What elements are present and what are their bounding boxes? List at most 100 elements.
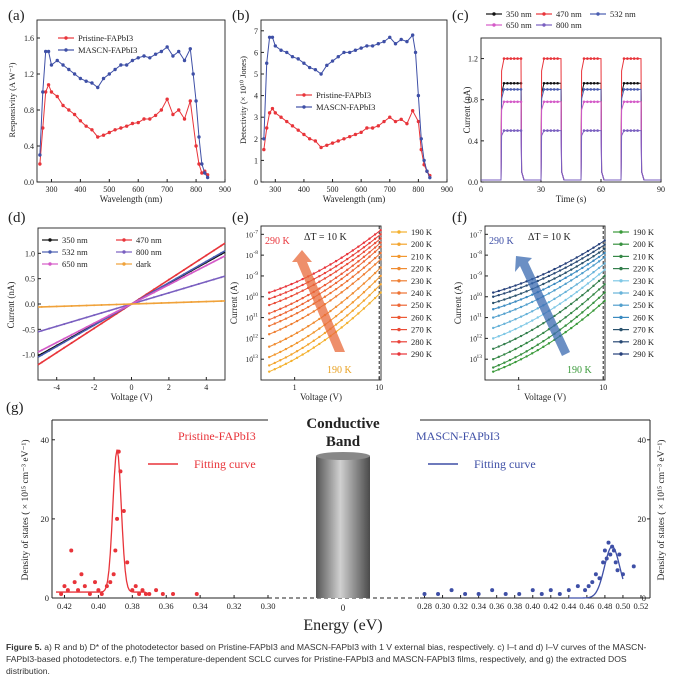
- data-point: [85, 304, 88, 307]
- data-point: [318, 287, 321, 290]
- data-point: [41, 90, 45, 94]
- center-label-line1: Conductive: [306, 416, 380, 432]
- data-point: [368, 302, 371, 305]
- data-point: [40, 329, 43, 332]
- data-point: [285, 50, 289, 55]
- x-tick-label: -4: [53, 383, 60, 392]
- data-point: [606, 540, 611, 545]
- data-point: [348, 50, 352, 55]
- data-point: [100, 322, 103, 325]
- data-point: [586, 81, 589, 85]
- data-point: [556, 81, 559, 85]
- data-point: [519, 325, 523, 328]
- data-point: [190, 272, 193, 275]
- x-tick-label: 30: [537, 185, 545, 194]
- data-point: [267, 364, 271, 367]
- data-point: [267, 355, 271, 359]
- data-point: [525, 295, 528, 299]
- data-point: [70, 333, 73, 336]
- data-point: [194, 144, 198, 148]
- data-point: [220, 276, 223, 279]
- legend-entry: 230 K: [411, 276, 433, 286]
- x-tick-label: 0.30: [435, 601, 450, 611]
- data-point: [379, 228, 382, 232]
- data-point: [301, 308, 304, 312]
- data-point: [632, 129, 636, 132]
- data-point: [379, 251, 382, 255]
- data-point: [603, 291, 606, 294]
- data-point: [586, 275, 590, 278]
- data-point: [48, 327, 51, 330]
- data-point: [547, 270, 551, 273]
- panel-letter: (f): [452, 210, 467, 226]
- y-tick-label: 0.0: [25, 300, 35, 309]
- data-point: [497, 300, 500, 303]
- data-point: [531, 338, 534, 341]
- data-point: [301, 328, 304, 331]
- data-point: [284, 325, 288, 328]
- plot-frame: [480, 37, 662, 183]
- data-point: [273, 310, 276, 313]
- x-tick-label: 700: [161, 185, 173, 194]
- data-point: [290, 322, 293, 326]
- data-point: [519, 298, 523, 301]
- data-point: [307, 299, 310, 302]
- data-point: [290, 282, 293, 286]
- data-point: [564, 330, 567, 334]
- data-point: [592, 293, 595, 296]
- x-tick-label: 0.36: [489, 601, 504, 611]
- data-point: [212, 249, 215, 252]
- data-point: [514, 360, 517, 364]
- data-point: [69, 548, 74, 553]
- data-point: [503, 365, 506, 369]
- legend-marker: [619, 230, 623, 234]
- y-tick-label: 5: [254, 70, 258, 79]
- data-point: [284, 356, 288, 359]
- data-point: [46, 49, 51, 54]
- data-point: [362, 299, 366, 302]
- y-tick-exponent: -12: [475, 333, 483, 339]
- data-point: [508, 302, 512, 305]
- data-point: [373, 263, 377, 266]
- data-point: [115, 307, 118, 310]
- x-tick-label: 4: [204, 383, 208, 392]
- data-point: [323, 338, 327, 342]
- data-point: [564, 282, 567, 286]
- data-point: [376, 42, 381, 46]
- data-point: [629, 129, 633, 132]
- y-tick-label: 10: [246, 355, 254, 364]
- data-point: [582, 57, 586, 60]
- data-point: [519, 129, 523, 132]
- data-point: [177, 49, 181, 54]
- data-point: [351, 301, 354, 304]
- data-point: [154, 588, 159, 593]
- x-axis-label: Energy (eV): [303, 617, 382, 634]
- conductive-band-cap: [316, 452, 370, 460]
- data-point: [516, 81, 519, 85]
- x-tick-label: 400: [74, 185, 86, 194]
- data-point: [575, 584, 580, 589]
- data-point: [542, 81, 546, 85]
- data-point: [346, 296, 349, 300]
- data-point: [508, 358, 512, 362]
- data-point: [90, 81, 94, 85]
- data-point: [597, 273, 601, 276]
- data-point: [626, 57, 629, 60]
- data-point: [78, 304, 81, 307]
- data-point: [552, 57, 556, 60]
- x-tick-label: 0.38: [507, 601, 522, 611]
- data-point: [55, 341, 58, 344]
- legend-entry: 190 K: [633, 227, 655, 237]
- data-point: [279, 350, 282, 354]
- data-point: [512, 88, 516, 91]
- legend-marker: [619, 340, 623, 344]
- data-point: [108, 317, 111, 320]
- data-point: [570, 311, 573, 315]
- panel-letter: (g): [6, 400, 24, 416]
- data-point: [197, 264, 200, 267]
- panel-d: -4 -2 0 2 4 -1.0 -0.5 0.0 0.5 1.0 Voltage (V) 350 n…: [22, 227, 226, 402]
- data-point: [575, 322, 578, 326]
- data-point: [212, 256, 215, 259]
- data-point: [205, 254, 208, 257]
- data-point: [329, 309, 332, 313]
